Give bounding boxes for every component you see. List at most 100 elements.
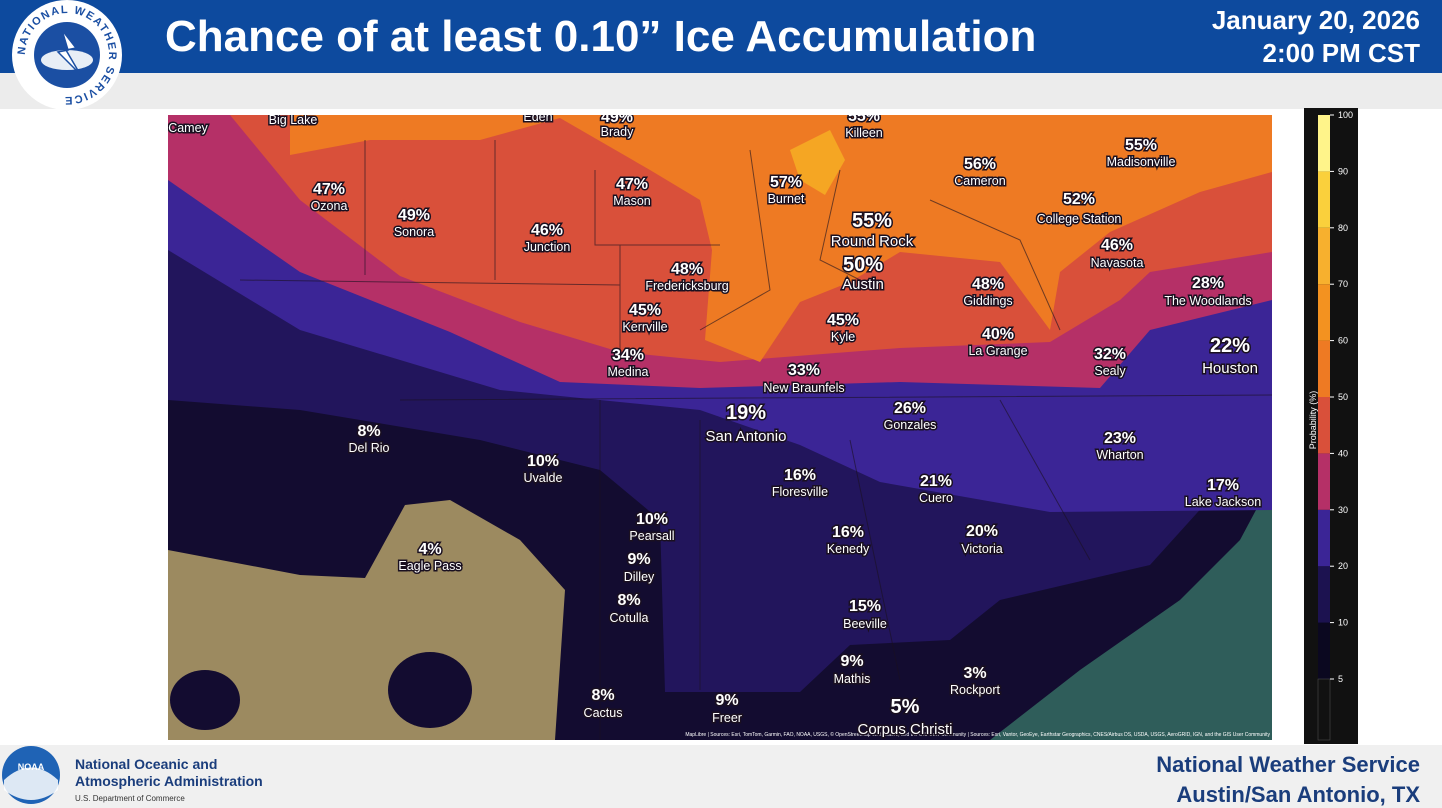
city-name: Mason <box>613 194 651 208</box>
noaa-text: NOAA <box>18 762 45 772</box>
city-percent: 34% <box>612 347 644 364</box>
city-name: Round Rock <box>831 233 914 250</box>
city-percent: 21% <box>920 473 952 490</box>
legend-tick-label: 90 <box>1338 166 1348 176</box>
city-percent: 55% <box>848 108 880 125</box>
city-name: Lake Jackson <box>1185 495 1261 509</box>
city-percent: 32% <box>1094 346 1126 363</box>
legend-tick-label: 70 <box>1338 279 1348 289</box>
city-name: Burnet <box>768 192 805 206</box>
legend-band <box>1318 566 1330 623</box>
legend-tick-label: 30 <box>1338 505 1348 515</box>
city-name: Wharton <box>1096 448 1143 462</box>
city-percent: 48% <box>671 261 703 278</box>
legend-title: Probability (%) <box>1308 391 1318 450</box>
city-name: Madisonville <box>1107 155 1176 169</box>
legend-tick-label: 20 <box>1338 561 1348 571</box>
legend-band <box>1318 340 1330 397</box>
city-name: Houston <box>1202 360 1258 377</box>
legend-tick-label: 5 <box>1338 674 1343 684</box>
city-name: New Braunfels <box>763 381 844 395</box>
legend-tick-label: 60 <box>1338 336 1348 346</box>
city-percent: 40% <box>982 326 1014 343</box>
city-name: Pearsall <box>629 529 674 543</box>
city-name: Eagle Pass <box>398 559 461 573</box>
city-name: Brady <box>601 125 634 139</box>
city-percent: 46% <box>531 222 563 239</box>
city-name: Uvalde <box>524 471 563 485</box>
legend-tail <box>1317 678 1331 741</box>
city-name: Austin <box>842 276 884 293</box>
city-name: Big Lake <box>269 113 318 127</box>
city-name: Giddings <box>963 294 1012 308</box>
legend-tick-label: 80 <box>1338 223 1348 233</box>
city-name: The Woodlands <box>1164 294 1251 308</box>
city-percent: 4% <box>418 541 441 558</box>
city-percent: 16% <box>832 524 864 541</box>
city-percent: 8% <box>357 423 380 440</box>
city-name: Fredericksburg <box>645 279 728 293</box>
city-name: Medina <box>608 365 649 379</box>
city-name: Cuero <box>919 491 953 505</box>
legend-band <box>1318 284 1330 341</box>
legend-band <box>1318 622 1330 679</box>
city-percent: 52% <box>1063 191 1095 208</box>
city-percent: 55% <box>852 210 892 232</box>
agency-line1: National Oceanic and <box>75 756 217 772</box>
city-percent: 47% <box>616 176 648 193</box>
city-percent: 17% <box>1207 477 1239 494</box>
city-name: Corpus Christi <box>857 721 952 738</box>
city-percent: 28% <box>1192 275 1224 292</box>
department: U.S. Department of Commerce <box>75 794 185 803</box>
city-name: Sealy <box>1094 364 1126 378</box>
city-name: Cactus <box>584 706 623 720</box>
city-name: Cotulla <box>610 611 649 625</box>
header-bar <box>0 0 1442 73</box>
city-name: Beeville <box>843 617 887 631</box>
city-name: Del Rio <box>349 441 390 455</box>
office: National Weather Service <box>1156 752 1420 777</box>
city-percent: 9% <box>840 653 863 670</box>
city-percent: 45% <box>629 302 661 319</box>
attribution: MapLibre | Sources: Esri, TomTom, Garmin… <box>685 731 1270 738</box>
city-percent: 45% <box>827 312 859 329</box>
city-name: Sonora <box>394 225 434 239</box>
legend-band <box>1318 115 1330 172</box>
city-percent: 23% <box>1104 430 1136 447</box>
footer-bar <box>0 745 1442 808</box>
city-name: Dilley <box>624 570 655 584</box>
time: 2:00 PM CST <box>1263 38 1421 68</box>
noaa-logo: NOAA <box>2 746 60 804</box>
agency-line2: Atmospheric Administration <box>75 773 263 789</box>
city-percent: 26% <box>894 400 926 417</box>
city-name: Kerrville <box>622 320 667 334</box>
legend-band <box>1318 453 1330 510</box>
city-name: Victoria <box>961 542 1003 556</box>
city-name: Eden <box>523 110 552 124</box>
city-percent: 50% <box>843 254 883 276</box>
city-name: College Station <box>1037 212 1122 226</box>
city-percent: 9% <box>627 551 650 568</box>
city-percent: 22% <box>1210 335 1250 357</box>
city-percent: 19% <box>726 402 766 424</box>
city-name: Freer <box>712 711 742 725</box>
header-strip <box>0 73 1442 109</box>
nws-logo: NATIONAL WEATHER SERVICE <box>12 0 122 110</box>
legend-box <box>1304 108 1358 744</box>
city-name: La Grange <box>968 344 1027 358</box>
city-percent: 56% <box>964 156 996 173</box>
location: Austin/San Antonio, TX <box>1176 782 1420 807</box>
legend-band <box>1318 227 1330 285</box>
city-percent: 3% <box>963 665 986 682</box>
city-percent: 33% <box>788 362 820 379</box>
city-percent: 5% <box>891 696 920 718</box>
city-percent: 47% <box>313 181 345 198</box>
map: MapLibre | Sources: Esri, TomTom, Garmin… <box>168 108 1272 740</box>
city-percent: 8% <box>617 592 640 609</box>
sea <box>990 480 1272 740</box>
title: Chance of at least 0.10” Ice Accumulatio… <box>165 12 1036 61</box>
city-name: Kenedy <box>827 542 870 556</box>
city-name: Cameron <box>954 174 1005 188</box>
city-name: San Antonio <box>706 428 787 445</box>
